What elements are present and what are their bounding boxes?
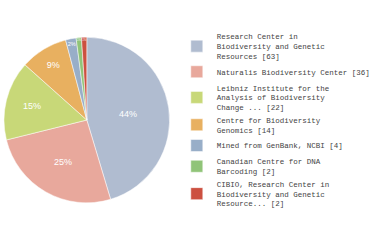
svg-text:Leibniz Institute for theAnaly: Leibniz Institute for theAnalysis of Bio… [217, 85, 330, 113]
svg-text:Centre for BiodiversityGenomic: Centre for BiodiversityGenomics [14] [217, 117, 321, 135]
svg-text:1%: 1% [82, 38, 87, 42]
svg-text:44%: 44% [119, 109, 137, 119]
svg-text:1%: 1% [77, 38, 82, 42]
svg-text:25%: 25% [54, 157, 72, 167]
svg-text:Canadian Centre for DNABarcodi: Canadian Centre for DNABarcoding [2] [217, 158, 321, 176]
svg-text:Research Center inBiodiversity: Research Center inBiodiversity and Genet… [217, 33, 325, 61]
svg-text:9%: 9% [47, 60, 60, 70]
svg-text:Mined from GenBank, NCBI [4]: Mined from GenBank, NCBI [4] [217, 142, 343, 150]
svg-text:2%: 2% [68, 41, 76, 47]
svg-text:CIBIO, Research Center inBiodi: CIBIO, Research Center inBiodiversity an… [217, 181, 330, 209]
svg-text:15%: 15% [23, 101, 41, 111]
svg-text:Naturalis Biodiversity Center: Naturalis Biodiversity Center [36] [217, 69, 370, 77]
